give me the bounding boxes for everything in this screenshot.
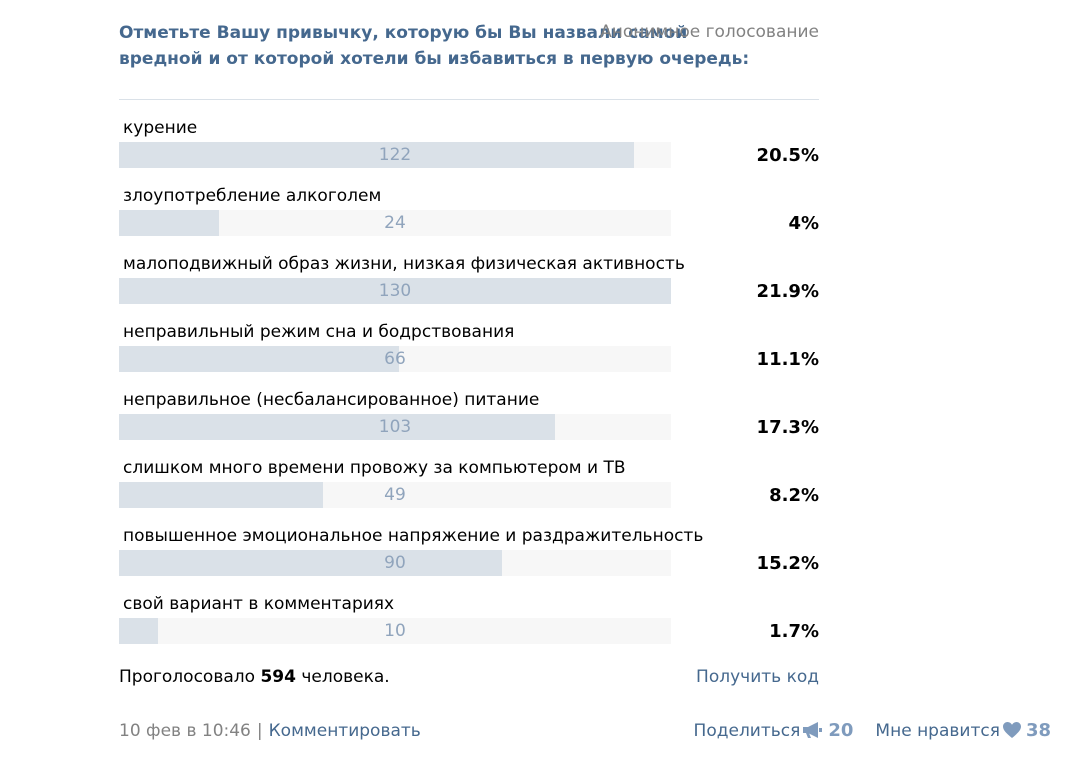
poll-option-percent: 21.9%: [756, 281, 819, 302]
poll-option-count: 130: [378, 281, 412, 301]
poll-option: неправильное (несбалансированное) питани…: [119, 388, 819, 456]
poll-option-bar: 122: [119, 142, 671, 168]
poll-widget: Отметьте Вашу привычку, которую бы Вы на…: [119, 0, 819, 687]
poll-option-label: неправильное (несбалансированное) питани…: [123, 390, 540, 410]
poll-type-label: Анонимное голосование: [600, 22, 819, 42]
poll-option-bar: 24: [119, 210, 671, 236]
share-count: 20: [828, 720, 854, 741]
post-meta: 10 фев в 10:46 | Комментировать: [119, 718, 421, 744]
poll-option: слишком много времени провожу за компьют…: [119, 456, 819, 524]
poll-option: повышенное эмоциональное напряжение и ра…: [119, 524, 819, 592]
poll-option-percent: 1.7%: [769, 621, 819, 642]
poll-option-bar-fill: [119, 550, 502, 576]
like-button[interactable]: Мне нравится 38: [875, 718, 1051, 744]
poll-option-label: слишком много времени провожу за компьют…: [123, 458, 626, 478]
poll-option-label: неправильный режим сна и бодрствования: [123, 322, 515, 342]
poll-option-bar: 10: [119, 618, 671, 644]
poll-option-label: повышенное эмоциональное напряжение и ра…: [123, 526, 704, 546]
poll-option-bar-fill: [119, 482, 323, 508]
poll-header: Отметьте Вашу привычку, которую бы Вы на…: [119, 0, 819, 100]
poll-option-bar: 130: [119, 278, 671, 304]
poll-summary: Проголосовало 594 человека. Получить код: [119, 664, 819, 690]
poll-option-bar-fill: [119, 278, 671, 304]
meta-separator: |: [256, 721, 263, 741]
poll-option-bar-fill: [119, 346, 399, 372]
post-date[interactable]: 10 фев в 10:46: [119, 721, 251, 741]
poll-option-percent: 11.1%: [756, 349, 819, 370]
poll-option-label: малоподвижный образ жизни, низкая физиче…: [123, 254, 685, 274]
poll-option-count: 10: [384, 621, 406, 641]
voted-total-text: Проголосовало 594 человека.: [119, 664, 390, 690]
get-code-link[interactable]: Получить код: [696, 667, 819, 687]
poll-option-bar: 103: [119, 414, 671, 440]
poll-question: Отметьте Вашу привычку, которую бы Вы на…: [119, 23, 750, 69]
share-button[interactable]: Поделиться 20: [694, 718, 854, 744]
poll-option-label: злоупотребление алкоголем: [123, 186, 382, 206]
heart-icon: [1002, 722, 1021, 738]
post-footer: 10 фев в 10:46 | Комментировать Поделиться…: [119, 718, 1051, 744]
poll-option-percent: 15.2%: [756, 553, 819, 574]
poll-option: малоподвижный образ жизни, низкая физиче…: [119, 252, 819, 320]
poll-option-bar: 66: [119, 346, 671, 372]
like-count: 38: [1025, 720, 1051, 741]
comment-link[interactable]: Комментировать: [268, 721, 421, 741]
poll-option-bar: 90: [119, 550, 671, 576]
like-label: Мне нравится: [875, 721, 1000, 741]
poll-option: курение 122 20.5%: [119, 116, 819, 184]
poll-option-count: 66: [384, 349, 406, 369]
share-label: Поделиться: [693, 721, 801, 741]
poll-option-count: 122: [378, 145, 412, 165]
voted-count: 594: [260, 667, 296, 687]
poll-option-count: 90: [384, 553, 406, 573]
poll-option-label: курение: [123, 118, 198, 138]
poll-options: курение 122 20.5% злоупотребление алкоголем…: [119, 116, 819, 660]
poll-option: неправильный режим сна и бодрствования 66…: [119, 320, 819, 388]
poll-option: злоупотребление алкоголем 24 4%: [119, 184, 819, 252]
poll-option-count: 24: [384, 213, 406, 233]
voted-suffix: человека.: [301, 667, 390, 687]
poll-option-percent: 17.3%: [756, 417, 819, 438]
poll-option-count: 49: [384, 485, 406, 505]
megaphone-icon: [803, 722, 823, 738]
poll-option-label: свой вариант в комментариях: [123, 594, 395, 614]
poll-option: свой вариант в комментариях 10 1.7%: [119, 592, 819, 660]
voted-prefix: Проголосовало: [119, 667, 256, 687]
poll-option-bar: 49: [119, 482, 671, 508]
poll-option-bar-fill: [119, 210, 219, 236]
poll-option-count: 103: [378, 417, 412, 437]
poll-option-percent: 8.2%: [769, 485, 819, 506]
poll-option-percent: 20.5%: [756, 145, 819, 166]
poll-option-bar-fill: [119, 142, 634, 168]
poll-option-bar-fill: [119, 618, 158, 644]
poll-option-bar-fill: [119, 414, 555, 440]
post-actions: Поделиться 20 Мне нравится 38: [694, 718, 1051, 744]
poll-option-percent: 4%: [788, 213, 819, 234]
